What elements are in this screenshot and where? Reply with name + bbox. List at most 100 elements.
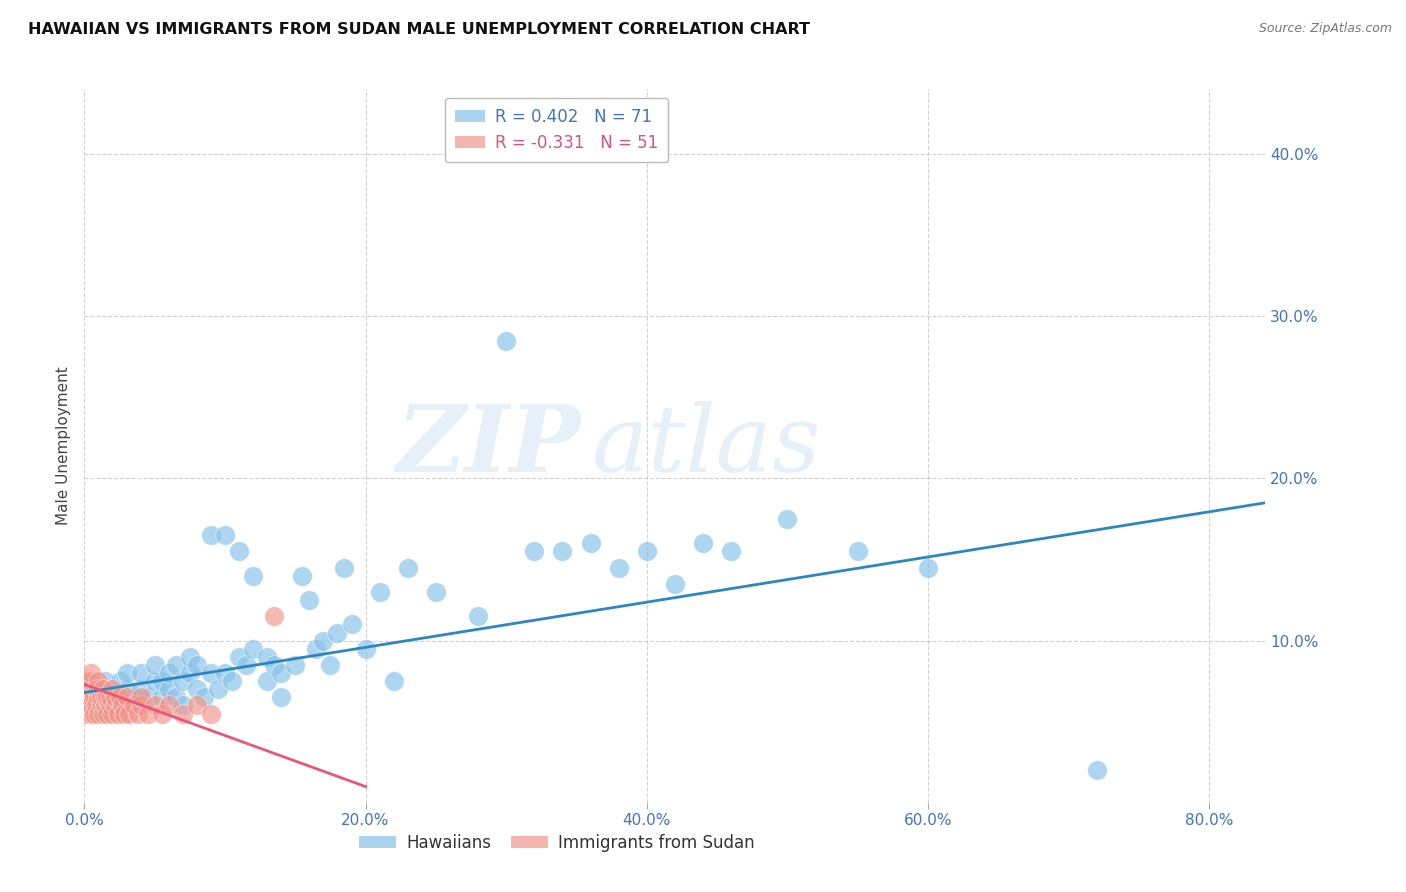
Point [270,690,292,705]
Point [664,577,686,591]
Point [235,657,257,672]
Point [98,698,121,713]
Point [396,560,419,574]
Point [607,560,630,574]
Point [228,649,250,664]
Point [101,698,124,713]
Point [200,666,222,681]
Point [80,666,103,681]
Point [91,682,114,697]
Point [91,706,114,721]
Point [193,690,215,705]
Point [636,544,658,558]
Point [143,674,166,689]
Point [143,698,166,713]
Point [80,690,103,705]
Point [150,674,173,689]
Point [221,674,243,689]
Point [73,706,96,721]
Point [136,690,159,705]
Text: HAWAIIAN VS IMMIGRANTS FROM SUDAN MALE UNEMPLOYMENT CORRELATION CHART: HAWAIIAN VS IMMIGRANTS FROM SUDAN MALE U… [28,22,810,37]
Point [96,706,118,721]
Point [165,690,187,705]
Point [333,560,356,574]
Point [96,690,118,705]
Point [523,544,546,558]
Point [87,674,110,689]
Point [326,625,349,640]
Point [94,690,117,705]
Text: ZIP: ZIP [396,401,581,491]
Y-axis label: Male Unemployment: Male Unemployment [56,367,72,525]
Point [846,544,869,558]
Point [80,698,103,713]
Point [87,682,110,697]
Point [83,706,105,721]
Point [101,706,124,721]
Point [90,690,112,705]
Point [720,544,742,558]
Point [354,641,377,656]
Point [467,609,489,624]
Point [495,334,517,348]
Point [157,682,180,697]
Point [368,585,391,599]
Point [340,617,363,632]
Point [186,698,208,713]
Point [157,666,180,681]
Point [298,593,321,607]
Point [382,674,405,689]
Point [104,698,127,713]
Point [84,682,107,697]
Point [98,690,121,705]
Point [129,666,152,681]
Point [319,657,342,672]
Legend: Hawaiians, Immigrants from Sudan: Hawaiians, Immigrants from Sudan [353,828,761,859]
Text: atlas: atlas [592,401,821,491]
Point [186,657,208,672]
Point [108,674,131,689]
Point [87,682,110,697]
Point [228,544,250,558]
Point [270,666,292,681]
Point [551,544,574,558]
Point [112,706,135,721]
Point [83,690,105,705]
Point [108,690,131,705]
Point [776,512,799,526]
Point [73,682,96,697]
Point [101,682,124,697]
Point [129,690,152,705]
Point [80,690,103,705]
Point [157,698,180,713]
Point [73,674,96,689]
Point [87,706,110,721]
Point [425,585,447,599]
Point [111,698,134,713]
Point [200,528,222,542]
Point [94,674,117,689]
Point [104,690,127,705]
Point [186,682,208,697]
Point [118,706,141,721]
Point [84,698,107,713]
Point [129,682,152,697]
Point [179,649,201,664]
Point [122,690,145,705]
Point [263,609,285,624]
Point [129,698,152,713]
Point [94,698,117,713]
Point [122,698,145,713]
Point [136,706,159,721]
Point [172,674,194,689]
Point [115,666,138,681]
Point [115,690,138,705]
Point [305,641,328,656]
Point [165,657,187,672]
Point [172,698,194,713]
Point [80,674,103,689]
Text: Source: ZipAtlas.com: Source: ZipAtlas.com [1258,22,1392,36]
Point [214,528,236,542]
Point [150,690,173,705]
Point [73,698,96,713]
